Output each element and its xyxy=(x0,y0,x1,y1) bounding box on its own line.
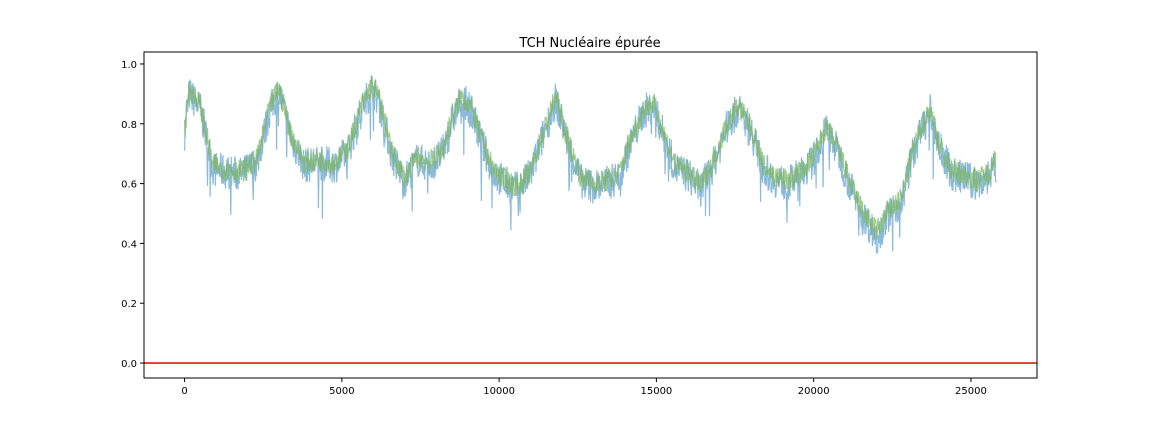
x-tick-label: 10000 xyxy=(483,386,515,397)
y-tick-label: 1.0 xyxy=(121,60,137,71)
y-tick-label: 0.6 xyxy=(121,180,137,191)
y-axis: 0.0 0.2 0.4 0.6 0.8 1.0 xyxy=(121,60,144,370)
x-tick-label: 5000 xyxy=(329,386,354,397)
y-tick-label: 0.4 xyxy=(121,239,137,250)
x-tick-label: 15000 xyxy=(640,386,672,397)
x-tick-label: 0 xyxy=(181,386,187,397)
y-tick-label: 0.0 xyxy=(121,359,137,370)
x-axis: 0 5000 10000 15000 20000 25000 xyxy=(181,378,987,397)
plot-frame xyxy=(143,51,1038,379)
series-layer xyxy=(184,74,997,254)
y-tick-label: 0.8 xyxy=(121,120,137,131)
x-tick-label: 25000 xyxy=(955,386,987,397)
chart-title: TCH Nucléaire épurée xyxy=(518,36,660,51)
x-tick-label: 20000 xyxy=(798,386,830,397)
y-tick-label: 0.2 xyxy=(121,299,137,310)
series-line-2 xyxy=(184,74,997,240)
